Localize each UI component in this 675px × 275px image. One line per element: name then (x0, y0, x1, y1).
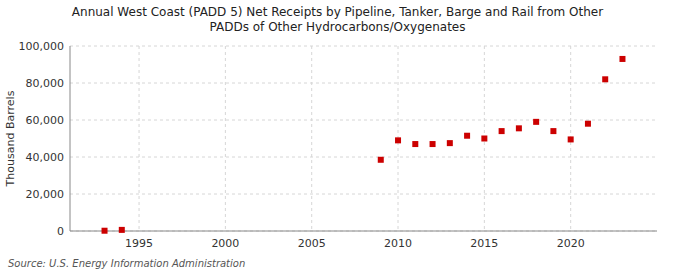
y-tick-label: 80,000 (26, 77, 65, 90)
y-tick-label: 0 (57, 225, 64, 238)
chart: Annual West Coast (PADD 5) Net Receipts … (0, 0, 675, 275)
y-tick-label: 60,000 (26, 114, 65, 127)
point (430, 141, 436, 147)
point (447, 140, 453, 146)
x-tick-label: 2020 (557, 237, 585, 250)
y-axis-label: Thousand Barrels (4, 90, 17, 187)
grid-line-y (70, 46, 657, 47)
grid-line-y (70, 83, 657, 84)
point (464, 133, 470, 139)
x-axis-line (70, 231, 657, 232)
y-tick-label: 100,000 (19, 40, 65, 53)
point (602, 76, 608, 82)
y-axis-line (70, 46, 71, 231)
point (516, 125, 522, 131)
grid-line-x (311, 46, 312, 231)
point (568, 136, 574, 142)
point (533, 119, 539, 125)
x-tick-label: 2015 (470, 237, 498, 250)
x-tick-label: 1995 (125, 237, 153, 250)
title: Annual West Coast (PADD 5) Net Receipts … (72, 5, 603, 34)
point (395, 137, 401, 143)
point (119, 227, 125, 233)
point (585, 121, 591, 127)
x-tick-label: 2000 (211, 237, 239, 250)
grid-line-x (139, 46, 140, 231)
point (412, 141, 418, 147)
point (481, 136, 487, 142)
y-tick-label: 20,000 (26, 188, 65, 201)
title-line: Annual West Coast (PADD 5) Net Receipts … (72, 5, 603, 19)
grid-line-x (225, 46, 226, 231)
y-tick-label: 40,000 (26, 151, 65, 164)
grid-line-y (70, 120, 657, 121)
point (550, 128, 556, 134)
grid (70, 46, 657, 231)
grid-line-y (70, 157, 657, 158)
grid-line-y (70, 231, 657, 232)
point (378, 157, 384, 163)
title-line: PADDs of Other Hydrocarbons/Oxygenates (210, 20, 466, 34)
grid-line-y (70, 194, 657, 195)
point (499, 128, 505, 134)
x-tick-label: 2010 (384, 237, 412, 250)
source-note: Source: U.S. Energy Information Administ… (8, 258, 245, 269)
point (619, 56, 625, 62)
x-tick-label: 2005 (298, 237, 326, 250)
points (102, 56, 626, 234)
axes: 1995 2000 2005 2010 2015 2020 0 20,000 40,000 60,… (19, 40, 658, 250)
point (102, 228, 108, 234)
